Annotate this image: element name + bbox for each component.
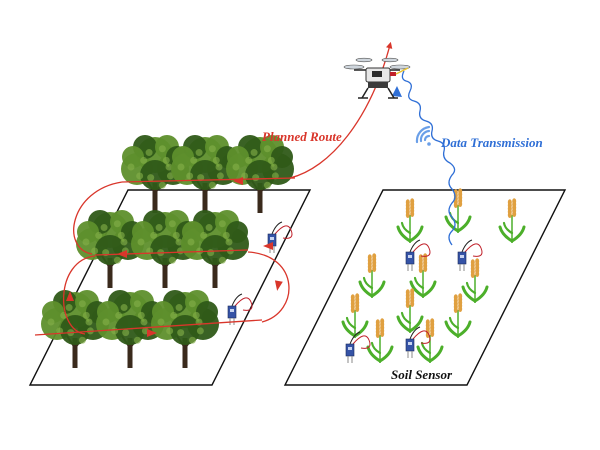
wheat-plant-icon bbox=[409, 253, 437, 298]
route-arrow bbox=[66, 291, 74, 301]
wheat-plant-icon bbox=[396, 288, 424, 333]
crop-plants bbox=[341, 188, 526, 363]
soil-sensor-icon bbox=[405, 326, 431, 358]
route-arrow bbox=[147, 329, 157, 337]
route-arrow bbox=[117, 250, 127, 258]
data-transmission-wave bbox=[401, 70, 456, 246]
wheat-plant-icon bbox=[444, 293, 472, 338]
tree-icon bbox=[226, 135, 294, 213]
soil-sensor-icon bbox=[405, 239, 431, 271]
soil-sensor-icon bbox=[345, 331, 371, 363]
route-direction-arrows bbox=[66, 177, 283, 337]
soil-sensors bbox=[227, 221, 483, 363]
drone-icon bbox=[343, 57, 411, 99]
route-arrow bbox=[274, 280, 283, 291]
soil-sensor-label: Soil Sensor bbox=[391, 367, 453, 382]
wifi-signal-icon bbox=[415, 125, 431, 146]
data-transmission-label: Data Transmission bbox=[441, 135, 543, 150]
route-arrow bbox=[233, 177, 243, 185]
transmission-arrowhead bbox=[392, 86, 402, 97]
route-arrow bbox=[263, 242, 273, 250]
wheat-plant-icon bbox=[416, 318, 444, 363]
planned-route-path bbox=[34, 41, 393, 336]
tree-icon bbox=[121, 135, 189, 213]
soil-sensor-icon bbox=[457, 239, 483, 271]
planned-route-label: Planned Route bbox=[262, 129, 342, 144]
wheat-plant-icon bbox=[366, 318, 394, 363]
wheat-plant-icon bbox=[341, 293, 369, 338]
wheat-plant-icon bbox=[461, 258, 489, 303]
wheat-plant-icon bbox=[396, 198, 424, 243]
wheat-plant-icon bbox=[498, 198, 526, 243]
wheat-plant-icon bbox=[358, 253, 386, 298]
